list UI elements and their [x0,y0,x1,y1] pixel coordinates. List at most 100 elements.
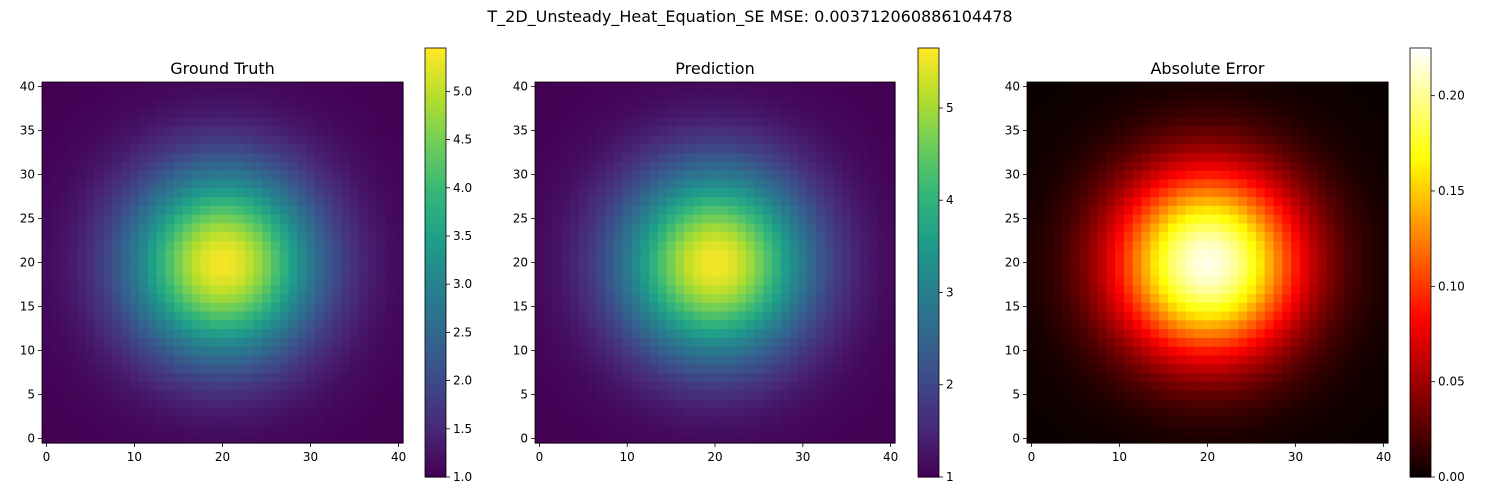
heatmap-cell [859,293,870,303]
heatmap-cell [1053,249,1063,259]
heatmap-cell [350,258,360,268]
heatmap-cell [244,258,254,268]
heatmap-cell [1159,319,1169,330]
heatmap-cell [851,434,861,444]
heatmap-cell [147,161,158,171]
heatmap-cell [1282,319,1292,330]
heatmap-cell [763,381,773,391]
heatmap-cell [1361,258,1371,268]
heatmap-cell [1159,407,1169,418]
heatmap-cell [226,161,237,171]
heatmap-cell [1044,249,1055,259]
heatmap-cell [1343,178,1354,189]
heatmap-cell [868,284,879,294]
heatmap-cell [165,108,175,118]
heatmap-cell [587,310,598,321]
heatmap-cell [710,372,720,382]
heatmap-cell [1317,372,1327,382]
heatmap-cell [1062,372,1072,382]
colorbar-tick-label: 1 [946,470,954,484]
heatmap-cell [631,134,641,145]
heatmap-cell [86,126,96,136]
heatmap-cell [886,82,896,92]
heatmap-cell [121,346,131,356]
heatmap-cell [341,266,351,277]
colorbar-segment [918,162,939,167]
heatmap-cell [103,126,114,136]
heatmap-cell [1238,258,1248,268]
heatmap-cell [1035,266,1046,277]
heatmap-cell [868,346,879,356]
heatmap-cell [614,381,624,391]
heatmap-cell [657,143,668,154]
heatmap-cell [94,178,105,189]
heatmap-cell [297,134,307,145]
heatmap-cell [736,134,747,145]
heatmap-cell [262,425,272,435]
heatmap-cell [596,346,606,356]
heatmap-cell [543,222,554,233]
heatmap-cell [868,310,879,321]
heatmap-cell [1079,372,1090,382]
heatmap-cell [332,90,342,101]
heatmap-cell [1255,214,1266,224]
heatmap-cell [279,310,290,321]
heatmap-cell [1247,240,1257,250]
heatmap-cell [1308,381,1319,391]
heatmap-cell [244,205,254,215]
heatmap-cell [394,293,404,303]
heatmap-cell [1115,293,1125,303]
heatmap-cell [279,214,290,224]
heatmap-cell [570,99,580,110]
heatmap-cell [842,240,852,250]
heatmap-cell [1176,328,1187,338]
heatmap-cell [94,381,105,391]
heatmap-cell [288,99,298,110]
heatmap-cell [1247,293,1257,303]
heatmap-cell [868,240,879,250]
heatmap-cell [1317,214,1327,224]
heatmap-cell [253,108,263,118]
heatmap-cell [578,398,589,409]
heatmap-cell [1027,407,1037,418]
heatmap-cell [666,284,677,294]
heatmap-cell [833,302,843,312]
heatmap-cell [614,187,624,198]
heatmap-cell [1255,231,1266,242]
heatmap-cell [306,99,316,110]
heatmap-cell [165,346,175,356]
heatmap-cell [833,275,843,286]
heatmap-cell [1238,363,1248,374]
colorbar-segment [918,308,939,314]
heatmap-cell [1106,346,1116,356]
heatmap-cell [50,240,61,250]
heatmap-cell [218,372,228,382]
heatmap-cell [1229,293,1239,303]
heatmap-cell [138,161,149,171]
heatmap-cell [763,126,773,136]
heatmap-cell [341,222,351,233]
heatmap-cell [859,328,870,338]
heatmap-cell [218,407,228,418]
heatmap-cell [815,143,826,154]
heatmap-cell [341,205,351,215]
heatmap-cell [1106,196,1116,206]
heatmap-cell [1176,161,1187,171]
heatmap-cell [235,143,246,154]
heatmap-cell [710,293,720,303]
heatmap-cell [1211,328,1222,338]
heatmap-cell [262,240,272,250]
heatmap-cell [42,381,52,391]
colorbar-segment [918,305,939,310]
heatmap-cell [235,346,246,356]
heatmap-cell [279,434,290,444]
heatmap-cell [1229,328,1239,338]
colorbar-segment [918,115,939,121]
heatmap-cell [138,275,149,286]
heatmap-cell [376,284,386,294]
heatmap-cell [578,161,589,171]
heatmap-cell [807,416,817,426]
heatmap-cell [596,354,606,365]
colorbar-segment [425,133,446,138]
heatmap-cell [736,328,747,338]
